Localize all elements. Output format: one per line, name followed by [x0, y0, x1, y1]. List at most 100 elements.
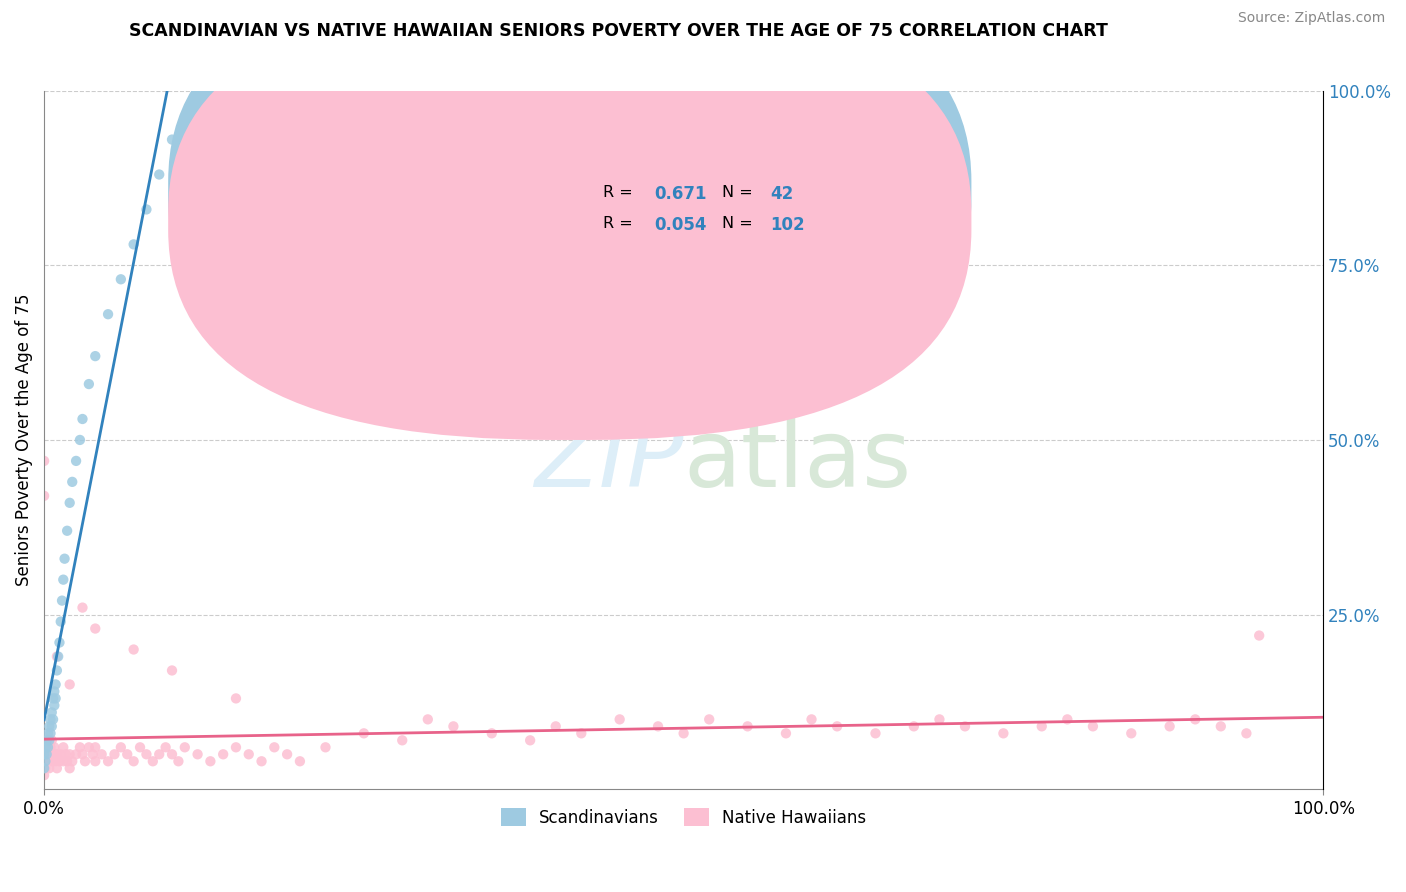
Point [1081, 719, 1104, 733]
Point [59, 496, 82, 510]
Point [38, 747, 60, 762]
Point [84, 754, 107, 768]
Point [37, 733, 59, 747]
Text: N =: N = [723, 217, 758, 231]
Point [45, 761, 67, 775]
Point [52, 573, 75, 587]
Point [647, 719, 669, 733]
Point [212, 747, 235, 762]
Text: ZIP: ZIP [534, 416, 683, 507]
Point [173, 740, 195, 755]
Point [1234, 726, 1257, 740]
Point [45, 754, 67, 768]
Point [44, 747, 66, 762]
Point [38, 733, 60, 747]
Point [37, 747, 59, 762]
Legend: Scandinavians, Native Hawaiians: Scandinavians, Native Hawaiians [494, 802, 873, 833]
Point [225, 740, 247, 755]
Point [38, 761, 60, 775]
Point [775, 726, 797, 740]
Text: atlas: atlas [683, 415, 912, 507]
Point [65, 747, 87, 762]
Point [135, 747, 157, 762]
Point [42, 712, 65, 726]
Point [48, 635, 70, 649]
Point [51, 593, 73, 607]
Point [39, 726, 62, 740]
Point [45, 664, 67, 678]
Point [32, 747, 55, 762]
Text: SCANDINAVIAN VS NATIVE HAWAIIAN SENIORS POVERTY OVER THE AGE OF 75 CORRELATION C: SCANDINAVIAN VS NATIVE HAWAIIAN SENIORS … [129, 22, 1108, 40]
Point [160, 664, 183, 678]
Point [32, 489, 55, 503]
Point [77, 740, 100, 755]
Point [1209, 719, 1232, 733]
Point [1121, 726, 1143, 740]
Point [82, 747, 104, 762]
Point [45, 649, 67, 664]
Point [42, 754, 65, 768]
Point [34, 740, 56, 755]
Point [34, 754, 56, 768]
Point [865, 726, 887, 740]
Point [737, 719, 759, 733]
Point [42, 691, 65, 706]
Text: R =: R = [603, 185, 638, 200]
Point [59, 747, 82, 762]
Point [39, 740, 62, 755]
Point [519, 733, 541, 747]
Point [180, 97, 202, 112]
Point [55, 747, 77, 762]
Point [69, 740, 91, 755]
FancyBboxPatch shape [530, 168, 856, 255]
Point [52, 740, 75, 755]
Point [609, 712, 631, 726]
Point [1159, 719, 1181, 733]
Point [155, 740, 177, 755]
Point [34, 754, 56, 768]
FancyBboxPatch shape [169, 1, 972, 440]
Y-axis label: Seniors Poverty Over the Age of 75: Seniors Poverty Over the Age of 75 [15, 293, 32, 586]
Point [48, 754, 70, 768]
Point [38, 719, 60, 733]
Point [60, 754, 83, 768]
Point [672, 726, 695, 740]
Point [800, 712, 823, 726]
Point [56, 754, 79, 768]
Point [1056, 712, 1078, 726]
Point [37, 740, 59, 755]
Point [90, 747, 112, 762]
Point [148, 747, 170, 762]
Point [35, 733, 58, 747]
Point [142, 754, 165, 768]
Point [353, 726, 375, 740]
Point [84, 622, 107, 636]
Point [32, 761, 55, 775]
Point [39, 754, 62, 768]
Point [41, 747, 63, 762]
Point [97, 307, 120, 321]
Point [993, 726, 1015, 740]
Point [65, 454, 87, 468]
Point [238, 747, 260, 762]
Point [52, 754, 75, 768]
Point [1031, 719, 1053, 733]
Point [200, 754, 222, 768]
Point [110, 740, 132, 755]
Point [41, 706, 63, 720]
Text: Source: ZipAtlas.com: Source: ZipAtlas.com [1237, 12, 1385, 25]
Point [160, 747, 183, 762]
Point [59, 677, 82, 691]
Point [45, 747, 67, 762]
Point [56, 524, 79, 538]
Point [49, 615, 72, 629]
Point [39, 712, 62, 726]
Point [60, 475, 83, 489]
Point [122, 754, 145, 768]
Text: 0.671: 0.671 [654, 185, 707, 203]
Point [37, 726, 59, 740]
Point [32, 747, 55, 762]
Point [129, 740, 152, 755]
Point [69, 433, 91, 447]
Point [44, 698, 66, 713]
